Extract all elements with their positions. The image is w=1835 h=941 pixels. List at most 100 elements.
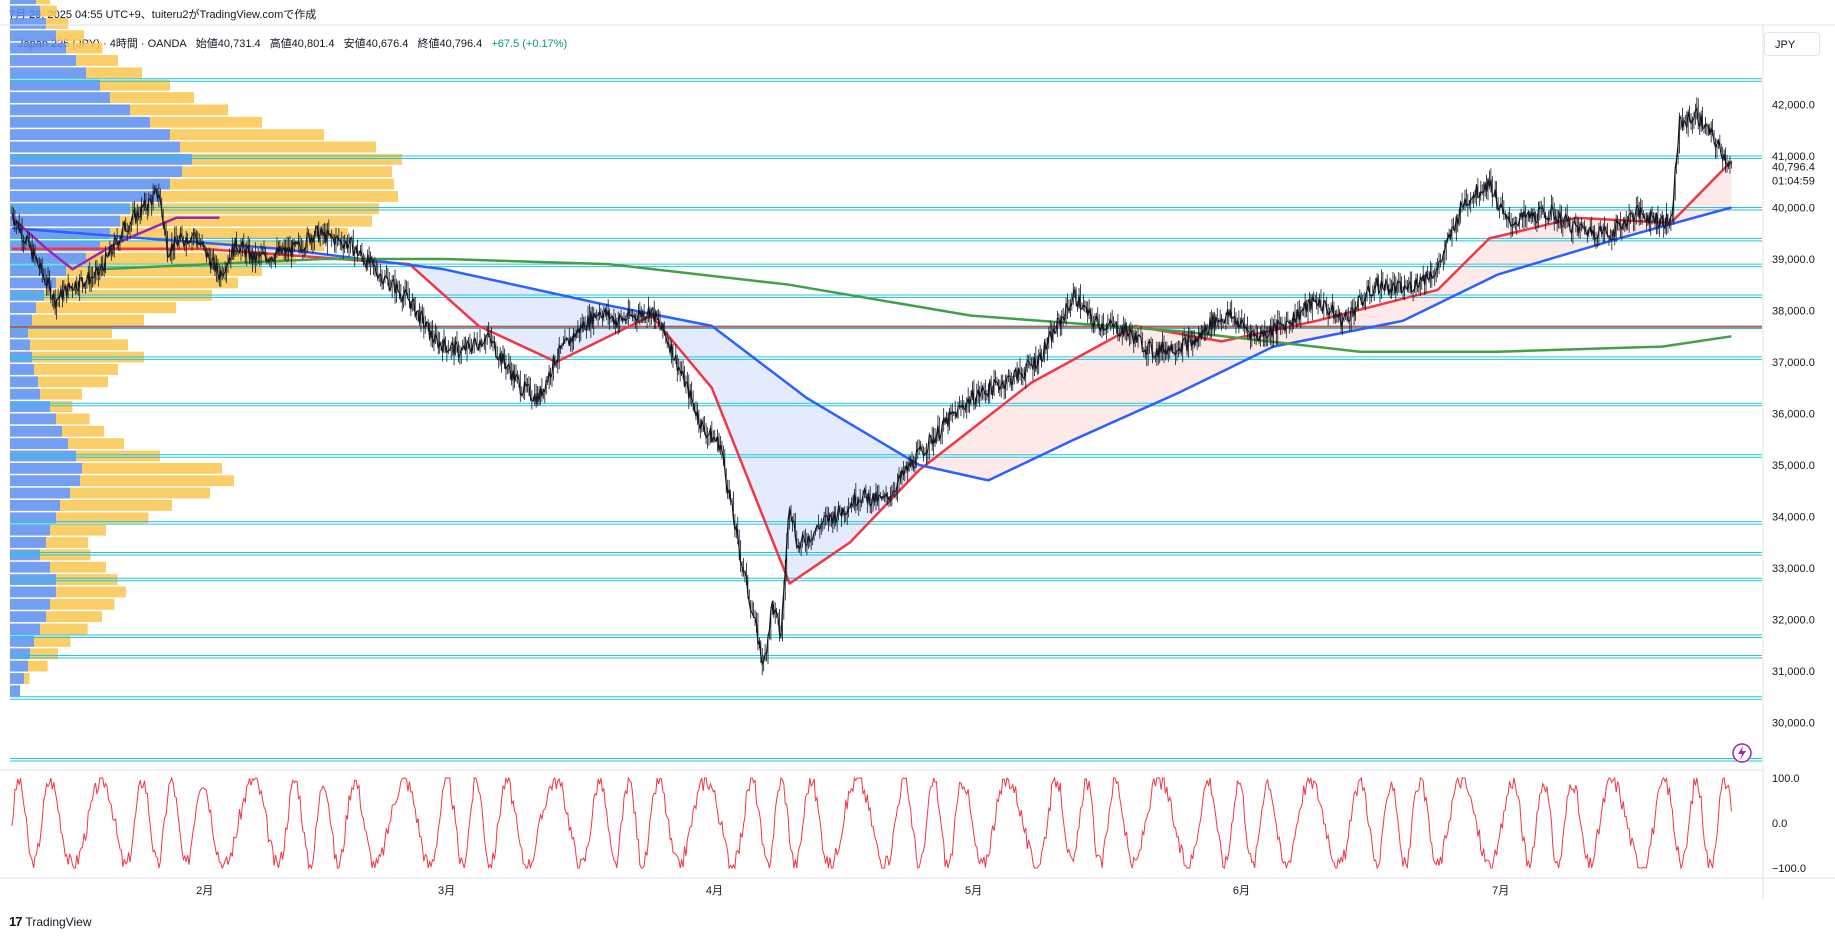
volume-profile-up-bar	[10, 129, 170, 141]
tradingview-logo[interactable]: 17 TradingView	[9, 914, 92, 929]
moving-averages	[11, 160, 1733, 585]
osc-axis-tick: −100.0	[1772, 863, 1806, 875]
volume-profile-up-bar	[10, 215, 120, 227]
volume-profile-up-bar	[10, 55, 76, 66]
price-axis-tick: 34,000.0	[1772, 512, 1815, 524]
volume-profile-up-bar	[10, 265, 66, 277]
volume-profile-down-bar	[192, 153, 402, 165]
volume-profile-up-bar	[10, 611, 46, 623]
volume-profile-down-bar	[56, 277, 238, 289]
volume-profile-up-bar	[10, 635, 34, 647]
time-axis-tick: 4月	[706, 885, 723, 897]
last-price-label: 40,796.4	[1772, 162, 1815, 174]
price-axis-tick: 42,000.0	[1772, 100, 1815, 112]
volume-profile-up-bar	[10, 339, 30, 351]
legend-low: 安値40,676.4	[343, 38, 409, 50]
volume-profile-down-bar	[38, 376, 108, 388]
legend-open: 始値40,731.4	[195, 38, 261, 50]
volume-profile-up-bar	[10, 178, 170, 190]
volume-profile-up-bar	[10, 413, 56, 425]
volume-profile-up-bar	[10, 475, 80, 487]
brand-name: TradingView	[25, 915, 92, 929]
volume-profile-down-bar	[56, 512, 149, 524]
volume-profile-down-bar	[56, 574, 118, 586]
volume-profile-down-bar	[86, 252, 296, 264]
volume-profile-up-bar	[10, 141, 180, 153]
volume-profile-up-bar	[10, 30, 56, 42]
volume-profile-down-bar	[36, 0, 50, 5]
volume-profile-down-bar	[40, 623, 88, 635]
volume-profile-up-bar	[10, 673, 24, 684]
volume-profile-down-bar	[50, 524, 106, 536]
oscillator-pane: 100.0 0.0 −100.0	[11, 773, 1806, 875]
price-axis-tick: 37,000.0	[1772, 357, 1815, 369]
countdown-label: 01:04:59	[1772, 176, 1815, 188]
volume-profile	[10, 0, 402, 697]
volume-profile-down-bar	[170, 178, 394, 190]
volume-profile-down-bar	[46, 537, 88, 548]
volume-profile-up-bar	[10, 190, 160, 202]
volume-profile-up-bar	[10, 499, 60, 511]
volume-profile-up-bar	[10, 537, 46, 548]
volume-profile-up-bar	[10, 302, 36, 314]
volume-profile-down-bar	[62, 425, 104, 437]
volume-profile-down-bar	[60, 499, 172, 511]
volume-profile-down-bar	[76, 450, 160, 462]
volume-profile-up-bar	[10, 104, 130, 116]
volume-profile-down-bar	[36, 302, 176, 314]
horizontal-levels	[10, 78, 1762, 762]
volume-profile-down-bar	[50, 598, 115, 610]
volume-profile-up-bar	[10, 524, 50, 536]
volume-profile-down-bar	[130, 203, 380, 215]
volume-profile-down-bar	[100, 240, 324, 252]
time-axis-tick: 2月	[196, 885, 213, 897]
volume-profile-up-bar	[10, 364, 34, 375]
volume-profile-up-bar	[10, 561, 50, 573]
lightning-icon[interactable]	[1732, 743, 1752, 763]
volume-profile-down-bar	[46, 17, 69, 29]
legend-change: +67.5 (+0.17%)	[491, 38, 568, 50]
volume-profile-down-bar	[182, 166, 392, 178]
volume-profile-up-bar	[10, 512, 56, 524]
legend-high: 高値40,801.4	[269, 38, 335, 50]
price-labels: 40,796.4 01:04:59	[1772, 162, 1815, 188]
volume-profile-down-bar	[28, 660, 48, 672]
volume-profile-up-bar	[10, 92, 110, 103]
volume-profile-down-bar	[30, 339, 128, 351]
volume-profile-down-bar	[34, 635, 71, 647]
volume-profile-down-bar	[160, 190, 398, 202]
volume-profile-down-bar	[110, 92, 194, 103]
price-axis-tick: 39,000.0	[1772, 254, 1815, 266]
volume-profile-down-bar	[46, 611, 102, 623]
volume-profile-up-bar	[10, 116, 150, 128]
volume-profile-up-bar	[10, 252, 86, 264]
volume-profile-up-bar	[10, 388, 40, 400]
price-axis-tick: 32,000.0	[1772, 615, 1815, 627]
volume-profile-up-bar	[10, 598, 50, 610]
moving-average-ma_mid	[11, 206, 1732, 482]
moving-average-ma_fast	[12, 160, 1733, 585]
price-axis-tick: 36,000.0	[1772, 409, 1815, 421]
price-axis: 42,000.0 41,000.0 40,000.0 39,000.0 38,000.0…	[0, 24, 1835, 900]
volume-profile-down-bar	[68, 438, 124, 450]
volume-profile-up-bar	[10, 450, 76, 462]
time-axis-tick: 6月	[1233, 885, 1250, 897]
time-axis-tick: 3月	[438, 885, 455, 897]
time-axis: 2月 3月 4月 5月 6月 7月	[196, 885, 1509, 897]
ma-cloud-segment	[411, 265, 924, 584]
currency-button[interactable]: JPY	[1764, 32, 1820, 56]
volume-profile-up-bar	[10, 401, 50, 412]
time-axis-tick: 7月	[1492, 885, 1509, 897]
volume-profile-down-bar	[120, 215, 372, 227]
volume-profile-up-bar	[10, 462, 82, 474]
volume-profile-up-bar	[10, 67, 86, 79]
volume-profile-up-bar	[10, 0, 36, 5]
volume-profile-down-bar	[130, 104, 228, 116]
price-axis-tick: 30,000.0	[1772, 718, 1815, 730]
volume-profile-down-bar	[86, 67, 142, 79]
volume-profile-up-bar	[10, 685, 20, 697]
price-axis-tick: 31,000.0	[1772, 666, 1815, 678]
volume-profile-down-bar	[50, 401, 73, 412]
price-axis-tick: 41,000.0	[1772, 151, 1815, 163]
